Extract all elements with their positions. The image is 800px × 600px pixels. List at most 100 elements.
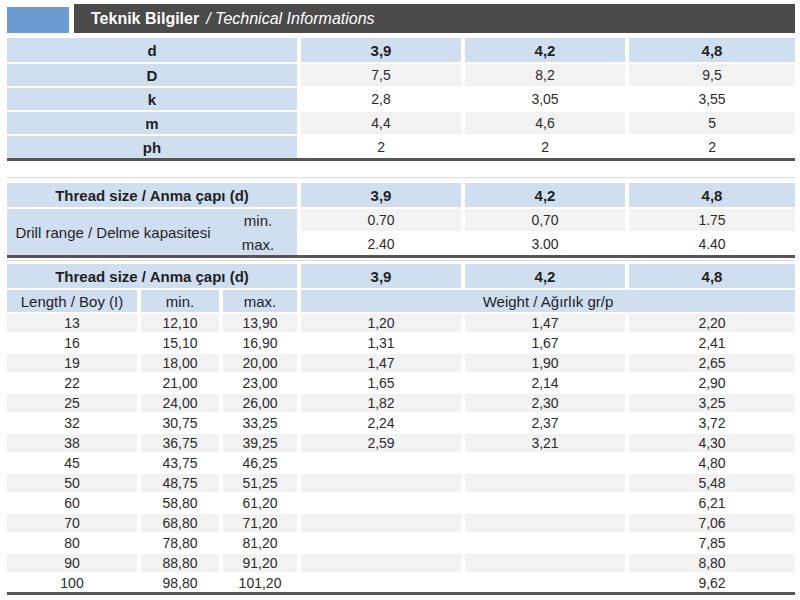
dimension-row: ph222 [7,134,795,158]
thread-size-header-row: Thread size / Anma çapı (d) 3,9 4,2 4,8 [7,183,795,207]
length-value: 100 [7,572,137,592]
weight-value: 4,30 [625,432,795,452]
length-range-value: 43,75 [137,452,219,472]
length-weight-row: 4543,7546,254,80 [7,452,795,472]
length-range-value: 13,90 [219,312,297,332]
length-value: 80 [7,532,137,552]
weight-value [461,572,625,592]
weight-value: 7,85 [625,532,795,552]
dimension-row: m4,44,65 [7,110,795,134]
dimension-value: 7,5 [297,62,461,86]
weight-value: 9,62 [625,572,795,592]
drill-min-value: 1.75 [625,207,795,231]
length-range-value: 12,10 [137,312,219,332]
drill-max-value: 3.00 [461,231,625,255]
length-range-value: 33,25 [219,412,297,432]
drill-min-value: 0,70 [461,207,625,231]
length-weight-row: 3230,7533,252,242,373,72 [7,412,795,432]
weight-value [297,472,461,492]
length-weight-row: 9088,8091,20 8,80 [7,552,795,572]
weight-value [461,512,625,532]
length-range-value: 24,00 [137,392,219,412]
technical-info-page: Teknik Bilgiler / Technical Informations… [0,0,800,595]
dimension-value: 9,5 [625,62,795,86]
length-weight-row: 3836,7539,252,593,214,30 [7,432,795,452]
length-value: 70 [7,512,137,532]
weight-value: 4,80 [625,452,795,472]
length-range-value: 91,20 [219,552,297,572]
length-value: 13 [7,312,137,332]
weight-value: 1,20 [297,312,461,332]
length-range-value: 23,00 [219,372,297,392]
dimension-label: k [7,86,297,110]
length-weight-table: Thread size / Anma çapı (d) 3,9 4,2 4,8 … [7,264,795,595]
weight-value: 1,47 [461,312,625,332]
section-header: Teknik Bilgiler / Technical Informations [74,4,795,33]
length-value: 90 [7,552,137,572]
weight-column-label: Weight / Ağırlık gr/p [297,288,795,312]
length-range-value: 81,20 [219,532,297,552]
drill-min-row: Drill range / Delme kapasitesi min. 0.70… [7,207,795,231]
min-column-label: min. [137,288,219,312]
length-weight-row: 1615,1016,901,311,672,41 [7,332,795,352]
weight-value: 6,21 [625,492,795,512]
title-bar: Teknik Bilgiler / Technical Informations [7,4,795,33]
length-value: 50 [7,472,137,492]
dimension-value: 2 [625,134,795,158]
weight-value: 1,90 [461,352,625,372]
length-range-value: 26,00 [219,392,297,412]
length-range-value: 16,90 [219,332,297,352]
diameter-column-header: 3,9 [297,264,461,288]
length-range-value: 36,75 [137,432,219,452]
weight-value: 8,80 [625,552,795,572]
weight-value: 1,47 [297,352,461,372]
max-label: max. [219,231,297,255]
weight-value: 3,21 [461,432,625,452]
length-weight-row: 7068,8071,207,06 [7,512,795,532]
length-weight-row: 2524,0026,001,822,303,25 [7,392,795,412]
length-value: 22 [7,372,137,392]
weight-value: 1,67 [461,332,625,352]
length-range-value: 20,00 [219,352,297,372]
header-title-turkish: Teknik Bilgiler [91,10,199,28]
drill-min-value: 0.70 [297,207,461,231]
weight-value: 1,82 [297,392,461,412]
weight-value [297,452,461,472]
length-value: 32 [7,412,137,432]
weight-value: 2,41 [625,332,795,352]
diameter-column-header: 4,2 [461,183,625,207]
length-weight-row: 8078,8081,207,85 [7,532,795,552]
weight-value: 7,06 [625,512,795,532]
thread-size-label: Thread size / Anma çapı (d) [7,183,297,207]
dimensions-table: d 3,9 4,2 4,8 D7,58,29,5k2,83,053,55m4,4… [7,38,795,161]
diameter-column-header: 3,9 [297,183,461,207]
diameter-column-header: 4,8 [625,264,795,288]
thread-size-header-row: Thread size / Anma çapı (d) 3,9 4,2 4,8 [7,264,795,288]
section-gap [7,161,795,177]
length-range-value: 46,25 [219,452,297,472]
dimension-value: 2 [461,134,625,158]
length-range-value: 51,25 [219,472,297,492]
length-range-value: 88,80 [137,552,219,572]
diameter-column-header: 4,2 [461,38,625,62]
length-value: 16 [7,332,137,352]
diameter-column-header: 4,8 [625,183,795,207]
drill-max-value: 4.40 [625,231,795,255]
dimension-value: 4,6 [461,110,625,134]
dimension-value: 8,2 [461,62,625,86]
weight-value: 2,59 [297,432,461,452]
brand-color-block-icon [7,7,69,33]
weight-value: 3,72 [625,412,795,432]
columns-header-row: Length / Boy (I) min. max. Weight / Ağır… [7,288,795,312]
length-weight-row: 6058,8061,206,21 [7,492,795,512]
weight-value [461,452,625,472]
weight-value: 1,65 [297,372,461,392]
weight-value: 2,65 [625,352,795,372]
weight-value: 2,90 [625,372,795,392]
weight-value [461,532,625,552]
length-range-value: 61,20 [219,492,297,512]
length-value: 25 [7,392,137,412]
dimension-label: D [7,62,297,86]
length-range-value: 15,10 [137,332,219,352]
dimension-value: 3,55 [625,86,795,110]
